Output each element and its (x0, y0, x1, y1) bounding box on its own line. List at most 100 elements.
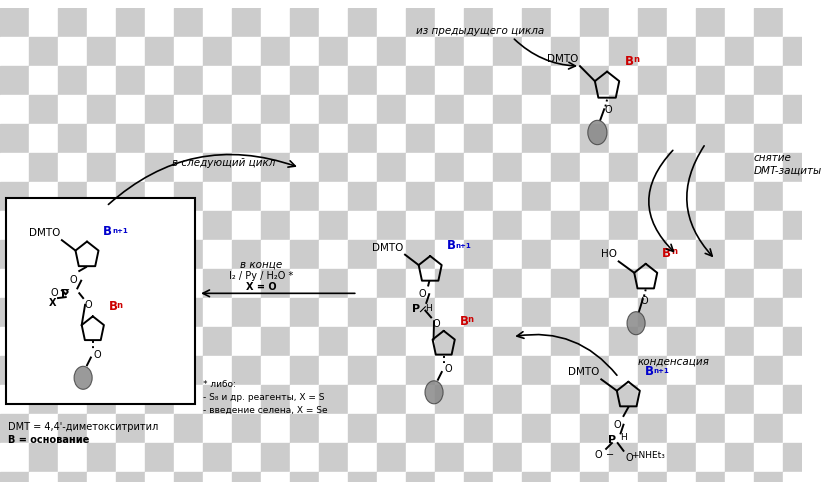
Bar (203, 124, 232, 153)
Bar (261, 472, 290, 490)
Bar (609, 153, 638, 182)
Bar (232, 269, 261, 298)
Bar (406, 211, 435, 240)
Bar (493, 37, 522, 66)
Bar (783, 414, 812, 443)
Bar (290, 414, 319, 443)
Bar (609, 327, 638, 356)
Bar (290, 443, 319, 472)
Bar (493, 182, 522, 211)
Bar (174, 8, 203, 37)
Bar (493, 327, 522, 356)
Bar (261, 8, 290, 37)
Bar (29, 8, 58, 37)
Bar (783, 8, 812, 37)
Bar (725, 472, 754, 490)
Bar (725, 153, 754, 182)
Bar (696, 443, 725, 472)
Bar (754, 472, 783, 490)
Bar (145, 66, 174, 95)
Bar (522, 472, 551, 490)
Bar (232, 66, 261, 95)
Text: O: O (70, 275, 77, 285)
Bar (522, 153, 551, 182)
Bar (232, 37, 261, 66)
Bar (145, 95, 174, 124)
Bar (29, 66, 58, 95)
Bar (783, 327, 812, 356)
Bar (377, 240, 406, 269)
Bar (667, 153, 696, 182)
Bar (261, 153, 290, 182)
Bar (203, 298, 232, 327)
Bar (319, 211, 348, 240)
Bar (348, 124, 377, 153)
Bar (116, 298, 145, 327)
Text: H: H (425, 304, 432, 313)
Bar (58, 124, 87, 153)
Bar (580, 298, 609, 327)
Ellipse shape (627, 312, 645, 335)
Bar (580, 443, 609, 472)
Text: B: B (662, 247, 671, 260)
Bar (58, 95, 87, 124)
Text: O: O (94, 350, 101, 360)
FancyArrowPatch shape (515, 39, 575, 69)
Text: - S₈ и др. реагенты, X = S: - S₈ и др. реагенты, X = S (203, 393, 325, 402)
Text: B: B (460, 315, 469, 328)
Bar (145, 298, 174, 327)
Bar (638, 269, 667, 298)
Bar (551, 472, 580, 490)
Bar (696, 414, 725, 443)
Bar (232, 443, 261, 472)
Bar (203, 95, 232, 124)
Bar (435, 182, 464, 211)
Bar (58, 385, 87, 414)
Bar (87, 8, 116, 37)
Bar (58, 37, 87, 66)
Bar (203, 240, 232, 269)
Bar (638, 8, 667, 37)
Bar (87, 356, 116, 385)
Bar (261, 182, 290, 211)
Bar (87, 327, 116, 356)
Bar (406, 385, 435, 414)
Bar (464, 124, 493, 153)
Bar (116, 472, 145, 490)
Bar (319, 8, 348, 37)
Bar (522, 211, 551, 240)
Bar (609, 298, 638, 327)
Text: X = O: X = O (246, 282, 276, 293)
Bar (522, 240, 551, 269)
Bar (0, 414, 29, 443)
Bar (116, 211, 145, 240)
Bar (638, 385, 667, 414)
Bar (232, 327, 261, 356)
Bar (203, 182, 232, 211)
Bar (145, 240, 174, 269)
Bar (493, 385, 522, 414)
Bar (203, 356, 232, 385)
Bar (348, 472, 377, 490)
Bar (319, 414, 348, 443)
Bar (522, 8, 551, 37)
Bar (174, 66, 203, 95)
Bar (725, 182, 754, 211)
Bar (116, 37, 145, 66)
Text: DMTO: DMTO (28, 228, 60, 238)
Text: DMTO: DMTO (547, 54, 578, 64)
Bar (725, 414, 754, 443)
Text: −: − (62, 285, 70, 294)
Bar (522, 95, 551, 124)
Bar (464, 269, 493, 298)
Bar (87, 472, 116, 490)
Bar (58, 472, 87, 490)
Bar (116, 327, 145, 356)
Bar (29, 443, 58, 472)
Bar (725, 8, 754, 37)
Bar (29, 298, 58, 327)
FancyArrowPatch shape (203, 290, 355, 296)
Bar (0, 327, 29, 356)
Bar (551, 124, 580, 153)
Bar (319, 385, 348, 414)
